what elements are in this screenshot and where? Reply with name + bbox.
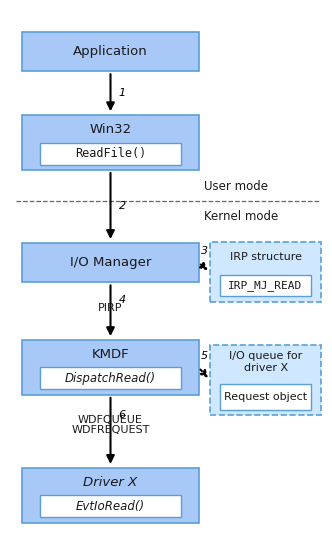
Text: 5: 5 [201, 351, 208, 361]
FancyBboxPatch shape [210, 243, 321, 302]
Text: KMDF: KMDF [92, 348, 129, 361]
Text: DispatchRead(): DispatchRead() [65, 372, 156, 385]
Text: IRP_MJ_READ: IRP_MJ_READ [228, 280, 303, 291]
FancyBboxPatch shape [22, 115, 199, 170]
Text: 4: 4 [119, 295, 126, 305]
Text: Driver X: Driver X [83, 476, 138, 489]
FancyBboxPatch shape [210, 345, 321, 415]
Text: Win32: Win32 [89, 123, 131, 136]
Text: ReadFile(): ReadFile() [75, 147, 146, 160]
Text: 2: 2 [119, 201, 126, 211]
FancyBboxPatch shape [220, 384, 311, 410]
Text: EvtIoRead(): EvtIoRead() [76, 500, 145, 513]
Text: IRP structure: IRP structure [229, 252, 301, 261]
Text: Kernel mode: Kernel mode [204, 210, 278, 223]
FancyBboxPatch shape [22, 340, 199, 395]
Text: I/O queue for
driver X: I/O queue for driver X [229, 351, 302, 373]
Text: User mode: User mode [204, 179, 268, 193]
Text: 3: 3 [201, 246, 208, 256]
Text: WDFREQUEST: WDFREQUEST [71, 425, 150, 435]
FancyBboxPatch shape [40, 142, 181, 165]
Text: Application: Application [73, 45, 148, 58]
FancyBboxPatch shape [40, 495, 181, 517]
FancyBboxPatch shape [22, 32, 199, 71]
Text: WDFQUEUE: WDFQUEUE [78, 415, 143, 425]
FancyBboxPatch shape [40, 367, 181, 389]
Text: Request object: Request object [224, 392, 307, 402]
Text: 1: 1 [119, 88, 126, 98]
FancyBboxPatch shape [22, 243, 199, 283]
FancyBboxPatch shape [220, 275, 311, 296]
Text: 6: 6 [119, 411, 126, 420]
Text: PIRP: PIRP [98, 303, 123, 313]
FancyBboxPatch shape [22, 468, 199, 523]
Text: I/O Manager: I/O Manager [70, 257, 151, 269]
